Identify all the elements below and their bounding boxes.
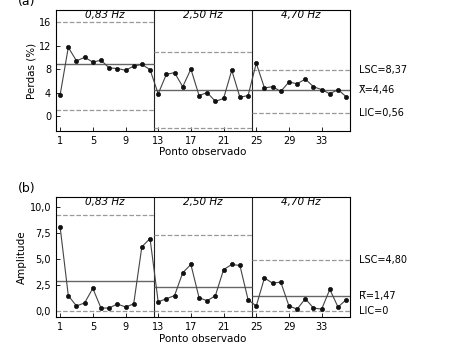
Text: LIC=0: LIC=0 (359, 306, 389, 316)
Text: (b): (b) (18, 181, 35, 195)
Text: 4,70 Hz: 4,70 Hz (282, 10, 321, 20)
Text: R̅=1,47: R̅=1,47 (359, 291, 396, 301)
Text: LIC=0,56: LIC=0,56 (359, 108, 404, 118)
Text: 2,50 Hz: 2,50 Hz (184, 10, 223, 20)
Text: X̅=4,46: X̅=4,46 (359, 85, 396, 95)
Text: 4,70 Hz: 4,70 Hz (282, 197, 321, 207)
Text: LSC=8,37: LSC=8,37 (359, 65, 407, 75)
X-axis label: Ponto observado: Ponto observado (159, 147, 247, 157)
Text: LSC=4,80: LSC=4,80 (359, 255, 407, 265)
Text: 0,83 Hz: 0,83 Hz (85, 10, 125, 20)
Y-axis label: Amplitude: Amplitude (17, 230, 27, 284)
X-axis label: Ponto observado: Ponto observado (159, 334, 247, 344)
Y-axis label: Perdas (%): Perdas (%) (26, 42, 36, 99)
Text: 2,50 Hz: 2,50 Hz (184, 197, 223, 207)
Text: 0,83 Hz: 0,83 Hz (85, 197, 125, 207)
Text: (a): (a) (18, 0, 35, 8)
